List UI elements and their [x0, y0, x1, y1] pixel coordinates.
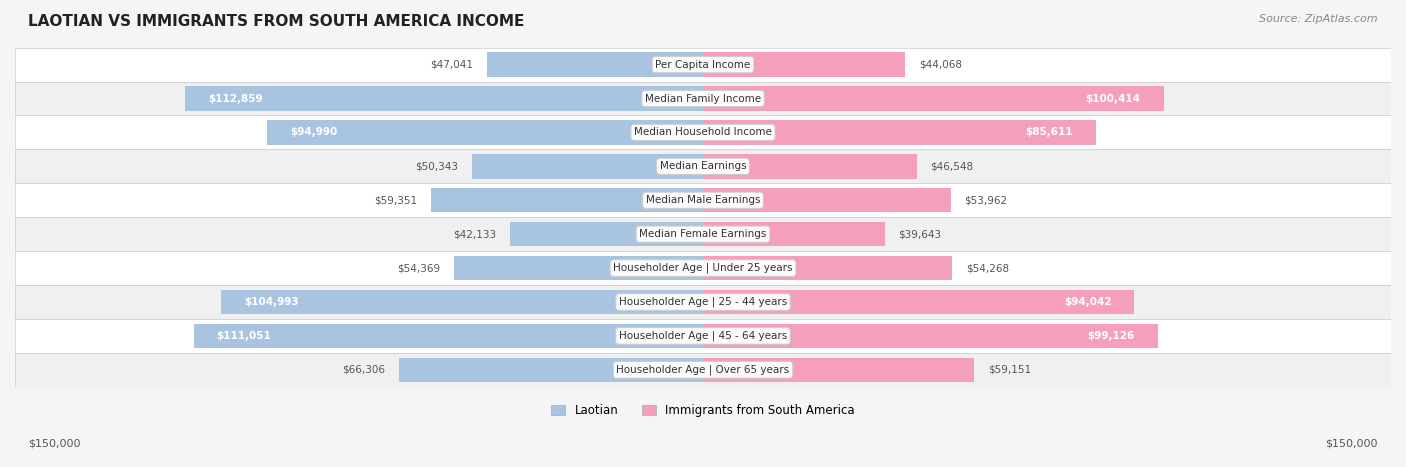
- Bar: [194, 324, 703, 348]
- Text: $100,414: $100,414: [1085, 93, 1140, 104]
- Bar: [703, 222, 884, 247]
- Bar: [703, 86, 1164, 111]
- Text: $44,068: $44,068: [920, 60, 962, 70]
- Text: Source: ZipAtlas.com: Source: ZipAtlas.com: [1260, 14, 1378, 24]
- Text: $50,343: $50,343: [415, 162, 458, 171]
- Text: $66,306: $66,306: [342, 365, 385, 375]
- Text: Median Household Income: Median Household Income: [634, 127, 772, 137]
- Bar: [703, 120, 1095, 145]
- Bar: [15, 251, 1391, 285]
- Bar: [15, 48, 1391, 82]
- Text: Householder Age | Under 25 years: Householder Age | Under 25 years: [613, 263, 793, 273]
- Bar: [510, 222, 703, 247]
- Text: Householder Age | 45 - 64 years: Householder Age | 45 - 64 years: [619, 331, 787, 341]
- Bar: [430, 188, 703, 212]
- Text: $85,611: $85,611: [1025, 127, 1073, 137]
- Bar: [703, 52, 905, 77]
- Bar: [454, 256, 703, 280]
- Bar: [15, 82, 1391, 115]
- Bar: [488, 52, 703, 77]
- Text: $46,548: $46,548: [931, 162, 973, 171]
- Bar: [15, 319, 1391, 353]
- Bar: [703, 324, 1157, 348]
- Bar: [703, 154, 917, 178]
- Text: $59,351: $59,351: [374, 195, 418, 205]
- Text: Median Family Income: Median Family Income: [645, 93, 761, 104]
- Text: $59,151: $59,151: [988, 365, 1031, 375]
- Bar: [15, 353, 1391, 387]
- Text: $54,369: $54,369: [396, 263, 440, 273]
- Bar: [15, 285, 1391, 319]
- Bar: [703, 256, 952, 280]
- Text: $150,000: $150,000: [28, 439, 80, 448]
- Text: $111,051: $111,051: [217, 331, 271, 341]
- Bar: [703, 188, 950, 212]
- Text: Householder Age | Over 65 years: Householder Age | Over 65 years: [616, 365, 790, 375]
- Text: $53,962: $53,962: [965, 195, 1007, 205]
- Text: $150,000: $150,000: [1326, 439, 1378, 448]
- Bar: [267, 120, 703, 145]
- Text: Median Female Earnings: Median Female Earnings: [640, 229, 766, 239]
- Legend: Laotian, Immigrants from South America: Laotian, Immigrants from South America: [546, 399, 860, 422]
- Text: $112,859: $112,859: [208, 93, 263, 104]
- Text: $94,042: $94,042: [1064, 297, 1111, 307]
- Text: $47,041: $47,041: [430, 60, 474, 70]
- Text: Per Capita Income: Per Capita Income: [655, 60, 751, 70]
- Text: $104,993: $104,993: [245, 297, 299, 307]
- Text: $39,643: $39,643: [898, 229, 942, 239]
- Text: $99,126: $99,126: [1087, 331, 1135, 341]
- Text: $94,990: $94,990: [290, 127, 337, 137]
- Bar: [703, 358, 974, 382]
- Bar: [186, 86, 703, 111]
- Bar: [472, 154, 703, 178]
- Text: $54,268: $54,268: [966, 263, 1008, 273]
- Text: $42,133: $42,133: [453, 229, 496, 239]
- Text: Median Earnings: Median Earnings: [659, 162, 747, 171]
- Text: LAOTIAN VS IMMIGRANTS FROM SOUTH AMERICA INCOME: LAOTIAN VS IMMIGRANTS FROM SOUTH AMERICA…: [28, 14, 524, 29]
- Bar: [15, 149, 1391, 184]
- Text: Median Male Earnings: Median Male Earnings: [645, 195, 761, 205]
- Bar: [15, 184, 1391, 217]
- Text: Householder Age | 25 - 44 years: Householder Age | 25 - 44 years: [619, 297, 787, 307]
- Bar: [15, 115, 1391, 149]
- Bar: [15, 217, 1391, 251]
- Bar: [703, 290, 1135, 314]
- Bar: [399, 358, 703, 382]
- Bar: [221, 290, 703, 314]
